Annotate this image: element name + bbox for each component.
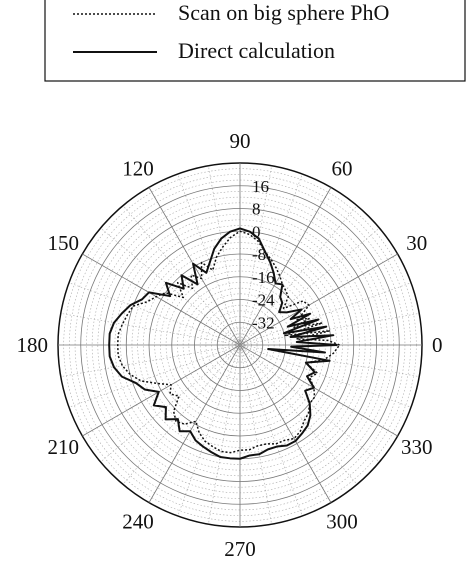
angle-tick-label: 120 bbox=[122, 156, 154, 180]
grid-spoke bbox=[60, 313, 241, 346]
radial-tick-label: 0 bbox=[252, 222, 261, 241]
series-line-1 bbox=[108, 227, 338, 460]
legend-label-scan: Scan on big sphere PhO bbox=[178, 0, 389, 25]
angle-tick-label: 270 bbox=[224, 537, 256, 561]
grid-spoke bbox=[239, 344, 303, 517]
radial-tick-label: 8 bbox=[252, 200, 261, 219]
series-layer bbox=[108, 227, 341, 460]
radial-tick-label: -24 bbox=[252, 291, 275, 310]
radial-tick-label: -32 bbox=[252, 313, 275, 332]
grid-spoke bbox=[239, 165, 272, 346]
grid-spoke bbox=[239, 173, 303, 346]
grid-spoke bbox=[239, 313, 420, 346]
angle-tick-label: 60 bbox=[332, 156, 353, 180]
grid-spoke bbox=[239, 344, 398, 437]
radial-tick-label: -8 bbox=[252, 245, 266, 264]
grid-spoke bbox=[82, 344, 241, 437]
grid-spoke bbox=[239, 344, 272, 525]
grid-spoke bbox=[177, 344, 241, 517]
grid-spoke bbox=[239, 253, 398, 346]
grid-spoke bbox=[100, 344, 241, 463]
series-line-0 bbox=[116, 230, 341, 454]
grid-spoke bbox=[239, 344, 332, 503]
grid-spoke bbox=[82, 253, 241, 346]
grid-spoke bbox=[208, 165, 241, 346]
angle-tick-label: 240 bbox=[122, 510, 154, 534]
grid-spoke bbox=[60, 344, 241, 377]
angle-tick-label: 300 bbox=[326, 510, 358, 534]
radial-tick-label: 16 bbox=[252, 177, 269, 196]
radial-tick-label: -16 bbox=[252, 268, 275, 287]
grid-spoke bbox=[239, 187, 332, 346]
grid-spoke bbox=[208, 344, 241, 525]
angle-tick-label: 210 bbox=[48, 435, 80, 459]
angle-tick-label: 180 bbox=[17, 333, 49, 357]
polar-grid bbox=[57, 162, 423, 528]
angle-tick-label: 90 bbox=[230, 129, 251, 153]
grid-spoke bbox=[239, 282, 412, 346]
grid-spoke bbox=[239, 344, 358, 485]
grid-spoke bbox=[239, 227, 380, 346]
angle-tick-label: 150 bbox=[48, 231, 80, 255]
legend-label-direct: Direct calculation bbox=[178, 38, 335, 63]
grid-spoke bbox=[68, 282, 241, 346]
radial-labels: 16 8 0 -8 -16 -24 -32 bbox=[252, 177, 275, 332]
angle-tick-label: 330 bbox=[401, 435, 433, 459]
grid-spoke bbox=[148, 344, 241, 503]
grid-spoke bbox=[100, 227, 241, 346]
grid-spoke bbox=[239, 205, 358, 346]
grid-spoke bbox=[239, 344, 412, 408]
legend: Scan on big sphere PhO Direct calculatio… bbox=[44, 0, 466, 82]
angle-tick-label: 30 bbox=[406, 231, 427, 255]
grid-spoke bbox=[68, 344, 241, 408]
angle-tick-label: 0 bbox=[432, 333, 443, 357]
grid-spoke bbox=[177, 173, 241, 346]
grid-spoke bbox=[122, 344, 241, 485]
